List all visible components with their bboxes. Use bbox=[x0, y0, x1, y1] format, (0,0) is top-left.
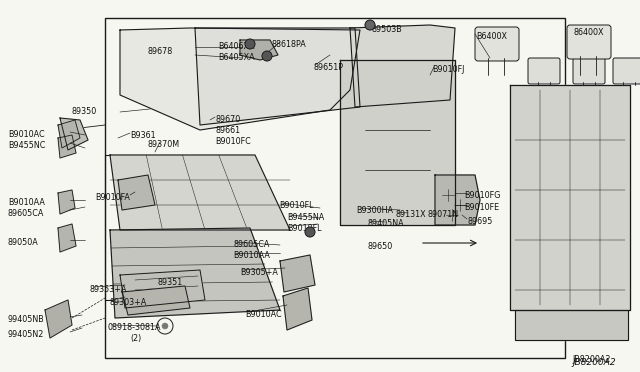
Polygon shape bbox=[118, 175, 155, 210]
Text: 88618PA: 88618PA bbox=[272, 40, 307, 49]
Polygon shape bbox=[510, 85, 630, 310]
Polygon shape bbox=[58, 224, 76, 252]
Text: B9305+A: B9305+A bbox=[240, 268, 278, 277]
Text: B9010AA: B9010AA bbox=[8, 198, 45, 207]
Text: JB8200A2: JB8200A2 bbox=[572, 358, 616, 367]
Text: 99405NB: 99405NB bbox=[8, 315, 45, 324]
Polygon shape bbox=[122, 286, 190, 315]
Text: 89695: 89695 bbox=[467, 217, 492, 226]
Text: B9010AA: B9010AA bbox=[233, 251, 270, 260]
Text: B6405XA: B6405XA bbox=[218, 53, 255, 62]
Text: 89650: 89650 bbox=[367, 242, 392, 251]
Text: B9455NC: B9455NC bbox=[8, 141, 45, 150]
Circle shape bbox=[305, 227, 315, 237]
Text: 89131X: 89131X bbox=[396, 210, 427, 219]
Text: 99405N2: 99405N2 bbox=[8, 330, 44, 339]
Text: 08918-3081A: 08918-3081A bbox=[107, 323, 161, 332]
Text: B9010FC: B9010FC bbox=[215, 137, 251, 146]
Polygon shape bbox=[45, 300, 72, 338]
FancyBboxPatch shape bbox=[573, 58, 605, 84]
Text: B9010FG: B9010FG bbox=[464, 191, 500, 200]
Text: B9010FE: B9010FE bbox=[464, 203, 499, 212]
Text: B6406XA: B6406XA bbox=[218, 42, 255, 51]
Text: B9010FL: B9010FL bbox=[279, 201, 314, 210]
Text: 89351: 89351 bbox=[158, 278, 183, 287]
Polygon shape bbox=[110, 155, 290, 230]
Text: 89353+A: 89353+A bbox=[90, 285, 127, 294]
Text: 89678: 89678 bbox=[148, 47, 173, 56]
Text: 89670: 89670 bbox=[215, 115, 240, 124]
Polygon shape bbox=[110, 228, 280, 318]
Polygon shape bbox=[240, 40, 278, 60]
Text: 89605CA: 89605CA bbox=[8, 209, 44, 218]
Polygon shape bbox=[60, 118, 88, 150]
Text: 89050A: 89050A bbox=[8, 238, 39, 247]
Text: 89370M: 89370M bbox=[147, 140, 179, 149]
Bar bbox=[105, 155, 250, 300]
Text: B9361: B9361 bbox=[130, 131, 156, 140]
Polygon shape bbox=[340, 60, 455, 225]
Circle shape bbox=[262, 51, 272, 61]
Text: JB8200A2: JB8200A2 bbox=[572, 355, 611, 364]
Text: B9300HA: B9300HA bbox=[356, 206, 393, 215]
Text: 86400X: 86400X bbox=[573, 28, 604, 37]
Text: 89605CA: 89605CA bbox=[233, 240, 269, 249]
FancyBboxPatch shape bbox=[613, 58, 640, 84]
Text: (2): (2) bbox=[130, 334, 141, 343]
Text: B9010FA: B9010FA bbox=[95, 193, 130, 202]
Polygon shape bbox=[515, 310, 628, 340]
Text: B6400X: B6400X bbox=[476, 32, 507, 41]
Circle shape bbox=[366, 21, 374, 29]
Text: 89303+A: 89303+A bbox=[110, 298, 147, 307]
Text: B9010FL: B9010FL bbox=[287, 224, 321, 233]
Text: 89071N: 89071N bbox=[427, 210, 458, 219]
Polygon shape bbox=[195, 28, 360, 125]
Text: B9010AC: B9010AC bbox=[245, 310, 282, 319]
FancyBboxPatch shape bbox=[567, 25, 611, 59]
Text: 89651P: 89651P bbox=[313, 63, 343, 72]
Text: B9010FJ: B9010FJ bbox=[432, 65, 465, 74]
Text: B9455NA: B9455NA bbox=[287, 213, 324, 222]
Polygon shape bbox=[120, 28, 360, 130]
Polygon shape bbox=[350, 25, 455, 107]
Circle shape bbox=[365, 20, 375, 30]
Text: 89661: 89661 bbox=[215, 126, 240, 135]
Polygon shape bbox=[280, 255, 315, 292]
Circle shape bbox=[162, 323, 168, 329]
Text: 89405NA: 89405NA bbox=[367, 219, 404, 228]
Text: 89503B: 89503B bbox=[372, 25, 403, 34]
Circle shape bbox=[245, 39, 255, 49]
Polygon shape bbox=[58, 190, 75, 214]
FancyBboxPatch shape bbox=[475, 27, 519, 61]
Polygon shape bbox=[435, 175, 480, 225]
Bar bbox=[105, 18, 565, 358]
Polygon shape bbox=[283, 288, 312, 330]
Polygon shape bbox=[58, 120, 80, 148]
Text: B9010AC: B9010AC bbox=[8, 130, 45, 139]
Polygon shape bbox=[58, 135, 76, 158]
FancyBboxPatch shape bbox=[528, 58, 560, 84]
Polygon shape bbox=[120, 270, 205, 308]
Text: 89350: 89350 bbox=[72, 107, 97, 116]
